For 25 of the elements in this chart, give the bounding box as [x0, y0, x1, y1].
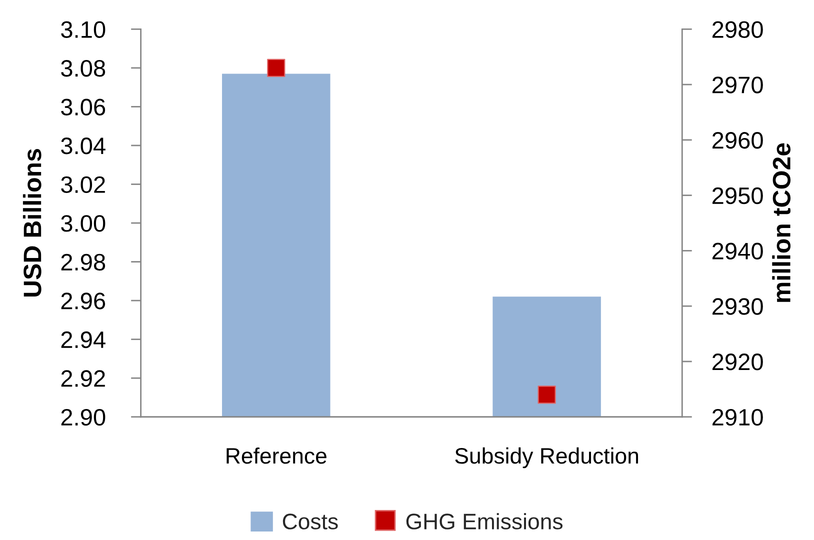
y2-tick-label: 2920	[712, 354, 763, 370]
y-tick-label: 2.90	[61, 408, 106, 426]
y-tick-label: 3.00	[61, 215, 106, 232]
y-tick-label: 2.96	[61, 292, 106, 310]
y-tick-label: 3.10	[61, 21, 106, 38]
x-tick-label: Subsidy Reduction	[455, 447, 638, 468]
x-tick-label: Reference	[226, 447, 326, 464]
y2-tick-label: 2910	[712, 408, 763, 426]
y-axis-title: USD Billions	[22, 149, 42, 297]
y2-tick-label: 2970	[712, 76, 763, 94]
y2-tick-label: 2950	[712, 187, 763, 204]
y-tick-label: 3.02	[61, 176, 105, 194]
y2-tick-label: 2960	[712, 132, 763, 149]
y2-tick-label: 2980	[712, 21, 763, 38]
y-tick-label: 3.04	[61, 138, 106, 154]
legend-label: Costs	[282, 514, 338, 530]
y-tick-label: 2.98	[61, 254, 106, 271]
y-tick-label: 3.08	[61, 60, 106, 77]
y-tick-label: 2.94	[61, 331, 106, 348]
y2-tick-label: 2940	[712, 242, 763, 260]
y-tick-label: 2.92	[61, 370, 105, 387]
y2-axis-title: million tCO2e	[772, 143, 791, 302]
y2-tick-label: 2930	[712, 298, 763, 315]
legend-label: GHG Emissions	[406, 513, 563, 530]
y-tick-label: 3.06	[61, 98, 106, 116]
